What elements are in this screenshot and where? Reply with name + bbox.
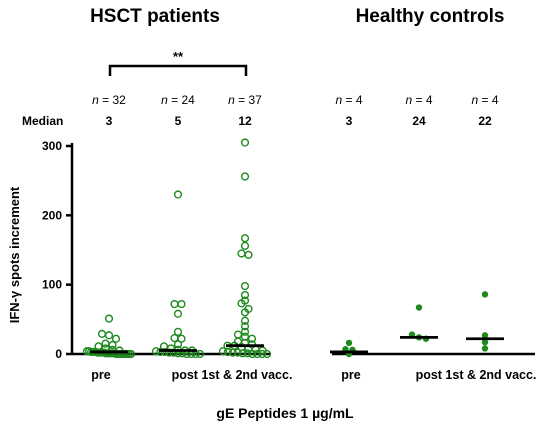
significance-bracket xyxy=(108,64,248,76)
n-label-panel-1-group-0: n = 4 xyxy=(335,93,362,107)
n-label-panel-1-group-2: n = 4 xyxy=(471,93,498,107)
point-panel-0-group-2-0 xyxy=(240,138,250,147)
median-value-panel-1-group-1: 24 xyxy=(412,114,426,128)
category-label-panel-1-0: pre xyxy=(341,368,361,382)
point-panel-0-group-0-5 xyxy=(108,340,117,350)
point-panel-1-group-2-2 xyxy=(481,339,489,346)
point-panel-0-group-2-32 xyxy=(243,349,252,358)
point-panel-0-group-2-1 xyxy=(240,172,250,181)
point-panel-1-group-0-0 xyxy=(345,339,353,347)
point-panel-0-group-2-2 xyxy=(240,234,250,243)
point-panel-0-group-0-31 xyxy=(126,349,136,359)
point-panel-0-group-2-4 xyxy=(237,249,246,258)
significance-label: ** xyxy=(173,49,184,64)
point-panel-0-group-2-9 xyxy=(237,299,246,308)
median-value-panel-0-group-0: 3 xyxy=(106,114,113,128)
point-panel-1-group-2-3 xyxy=(481,345,489,352)
point-panel-0-group-2-35 xyxy=(258,349,267,359)
y-tick-label-200: 200 xyxy=(42,208,62,222)
point-panel-0-group-2-29 xyxy=(228,348,237,357)
plot-area: 0 100 200 300 n = 32 3 n = 24 5 n = 37 12 pre post … xyxy=(42,93,536,382)
y-tick-label-300: 300 xyxy=(42,139,62,153)
category-label-panel-0-0: pre xyxy=(91,368,111,382)
category-label-panel-0-1: post 1st & 2nd vacc. xyxy=(172,368,293,382)
point-panel-0-group-2-27 xyxy=(218,347,228,356)
panel-title-hsct: HSCT patients xyxy=(90,6,220,27)
point-panel-0-group-0-3 xyxy=(111,334,121,343)
point-panel-0-group-2-31 xyxy=(238,349,247,358)
point-panel-0-group-2-11 xyxy=(240,308,250,317)
point-panel-0-group-2-3 xyxy=(240,241,250,250)
x-axis-title: gE Peptides 1 µg/mL xyxy=(216,405,354,421)
point-panel-0-group-2-17 xyxy=(247,334,257,343)
point-panel-0-group-0-0 xyxy=(104,314,114,323)
median-value-panel-1-group-0: 3 xyxy=(346,114,353,128)
point-panel-1-group-1-0 xyxy=(415,304,423,311)
point-panel-0-group-1-23 xyxy=(195,349,205,359)
point-panel-0-group-1-0 xyxy=(173,190,183,199)
point-panel-0-group-2-14 xyxy=(240,327,250,336)
point-panel-0-group-1-7 xyxy=(173,340,183,349)
point-panel-0-group-2-36 xyxy=(262,349,272,359)
point-panel-0-group-1-6 xyxy=(177,334,186,343)
n-label-panel-0-group-2: n = 37 xyxy=(228,93,262,107)
n-label-panel-0-group-0: n = 32 xyxy=(92,93,126,107)
point-panel-0-group-2-13 xyxy=(240,322,250,331)
n-label-panel-0-group-1: n = 24 xyxy=(161,93,195,107)
point-panel-0-group-1-2 xyxy=(177,299,186,309)
point-panel-0-group-2-33 xyxy=(248,349,257,359)
point-panel-0-group-2-15 xyxy=(233,330,243,339)
point-panel-0-group-0-2 xyxy=(104,331,114,340)
panel-title-controls: Healthy controls xyxy=(356,6,505,27)
category-label-panel-1-1: post 1st & 2nd vacc. xyxy=(416,368,537,382)
point-panel-1-group-2-1 xyxy=(481,332,489,339)
point-panel-0-group-1-4 xyxy=(173,327,183,336)
median-value-panel-1-group-2: 22 xyxy=(478,114,492,128)
point-panel-0-group-2-7 xyxy=(240,290,250,300)
n-label-panel-1-group-1: n = 4 xyxy=(405,93,432,107)
point-panel-0-group-2-6 xyxy=(240,281,250,291)
median-value-panel-0-group-1: 5 xyxy=(175,114,182,128)
y-tick-label-100: 100 xyxy=(42,278,62,292)
point-panel-0-group-2-28 xyxy=(223,347,232,357)
point-panel-0-group-0-1 xyxy=(97,329,107,338)
point-panel-1-group-2-0 xyxy=(481,291,489,298)
point-panel-0-group-2-34 xyxy=(253,349,262,359)
point-panel-0-group-2-12 xyxy=(240,316,250,325)
y-axis-title: IFN-γ spots increment xyxy=(7,186,22,323)
point-panel-0-group-1-1 xyxy=(170,299,179,309)
point-panel-0-group-2-5 xyxy=(244,250,253,259)
y-tick-label-0: 0 xyxy=(55,347,62,361)
median-row-label: Median xyxy=(22,114,63,128)
median-value-panel-0-group-2: 12 xyxy=(238,114,252,128)
point-panel-0-group-2-30 xyxy=(233,348,242,357)
point-panel-0-group-1-3 xyxy=(173,309,183,318)
